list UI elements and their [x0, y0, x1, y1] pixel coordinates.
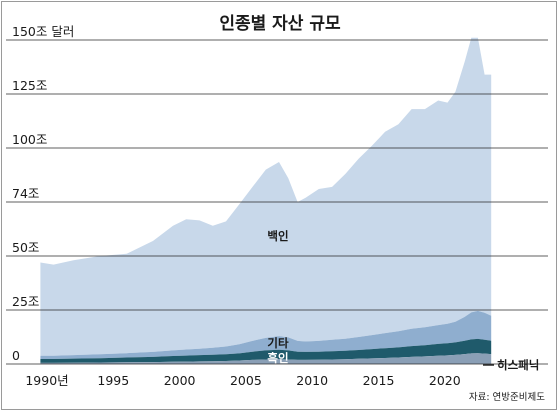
chart-source: 자료: 연방준비제도	[469, 392, 545, 403]
y-tick-label: 100조	[12, 132, 47, 147]
chart-title: 인종별 자산 규모	[219, 14, 341, 34]
x-tick-label: 2020	[429, 373, 461, 388]
grid-layer	[6, 39, 548, 365]
y-tick-label: 74조	[12, 186, 39, 201]
x-tick-label: 2010	[296, 373, 328, 388]
area-백인	[40, 37, 492, 356]
x-tick-label: 2005	[230, 373, 262, 388]
x-tick-label: 2015	[363, 373, 395, 388]
y-tick-label: 25조	[12, 294, 39, 309]
x-tick-label: 1995	[97, 373, 129, 388]
y-tick-label: 50조	[12, 240, 39, 255]
area-layer	[40, 37, 492, 364]
y-tick-label: 150조 달러	[12, 24, 74, 39]
x-axis-ticks: 1990년 1995 2000 2005 2010 2015 2020	[25, 373, 460, 388]
area-흑인	[40, 338, 492, 363]
series-label-기타: 기타	[267, 336, 289, 350]
area-히스패닉	[40, 353, 492, 364]
y-tick-label: 0	[12, 348, 20, 363]
x-tick-label: 2000	[164, 373, 196, 388]
series-label-히스패닉: 히스패닉	[497, 358, 539, 372]
y-tick-label: 125조	[12, 78, 47, 93]
y-axis-ticks: 0 25조 50조 74조 100조 125조 150조 달러	[12, 24, 74, 363]
x-tick-label: 1990년	[25, 373, 68, 388]
series-label-백인: 백인	[267, 229, 288, 243]
series-label-흑인: 흑인	[267, 351, 288, 365]
area-기타	[40, 310, 492, 359]
